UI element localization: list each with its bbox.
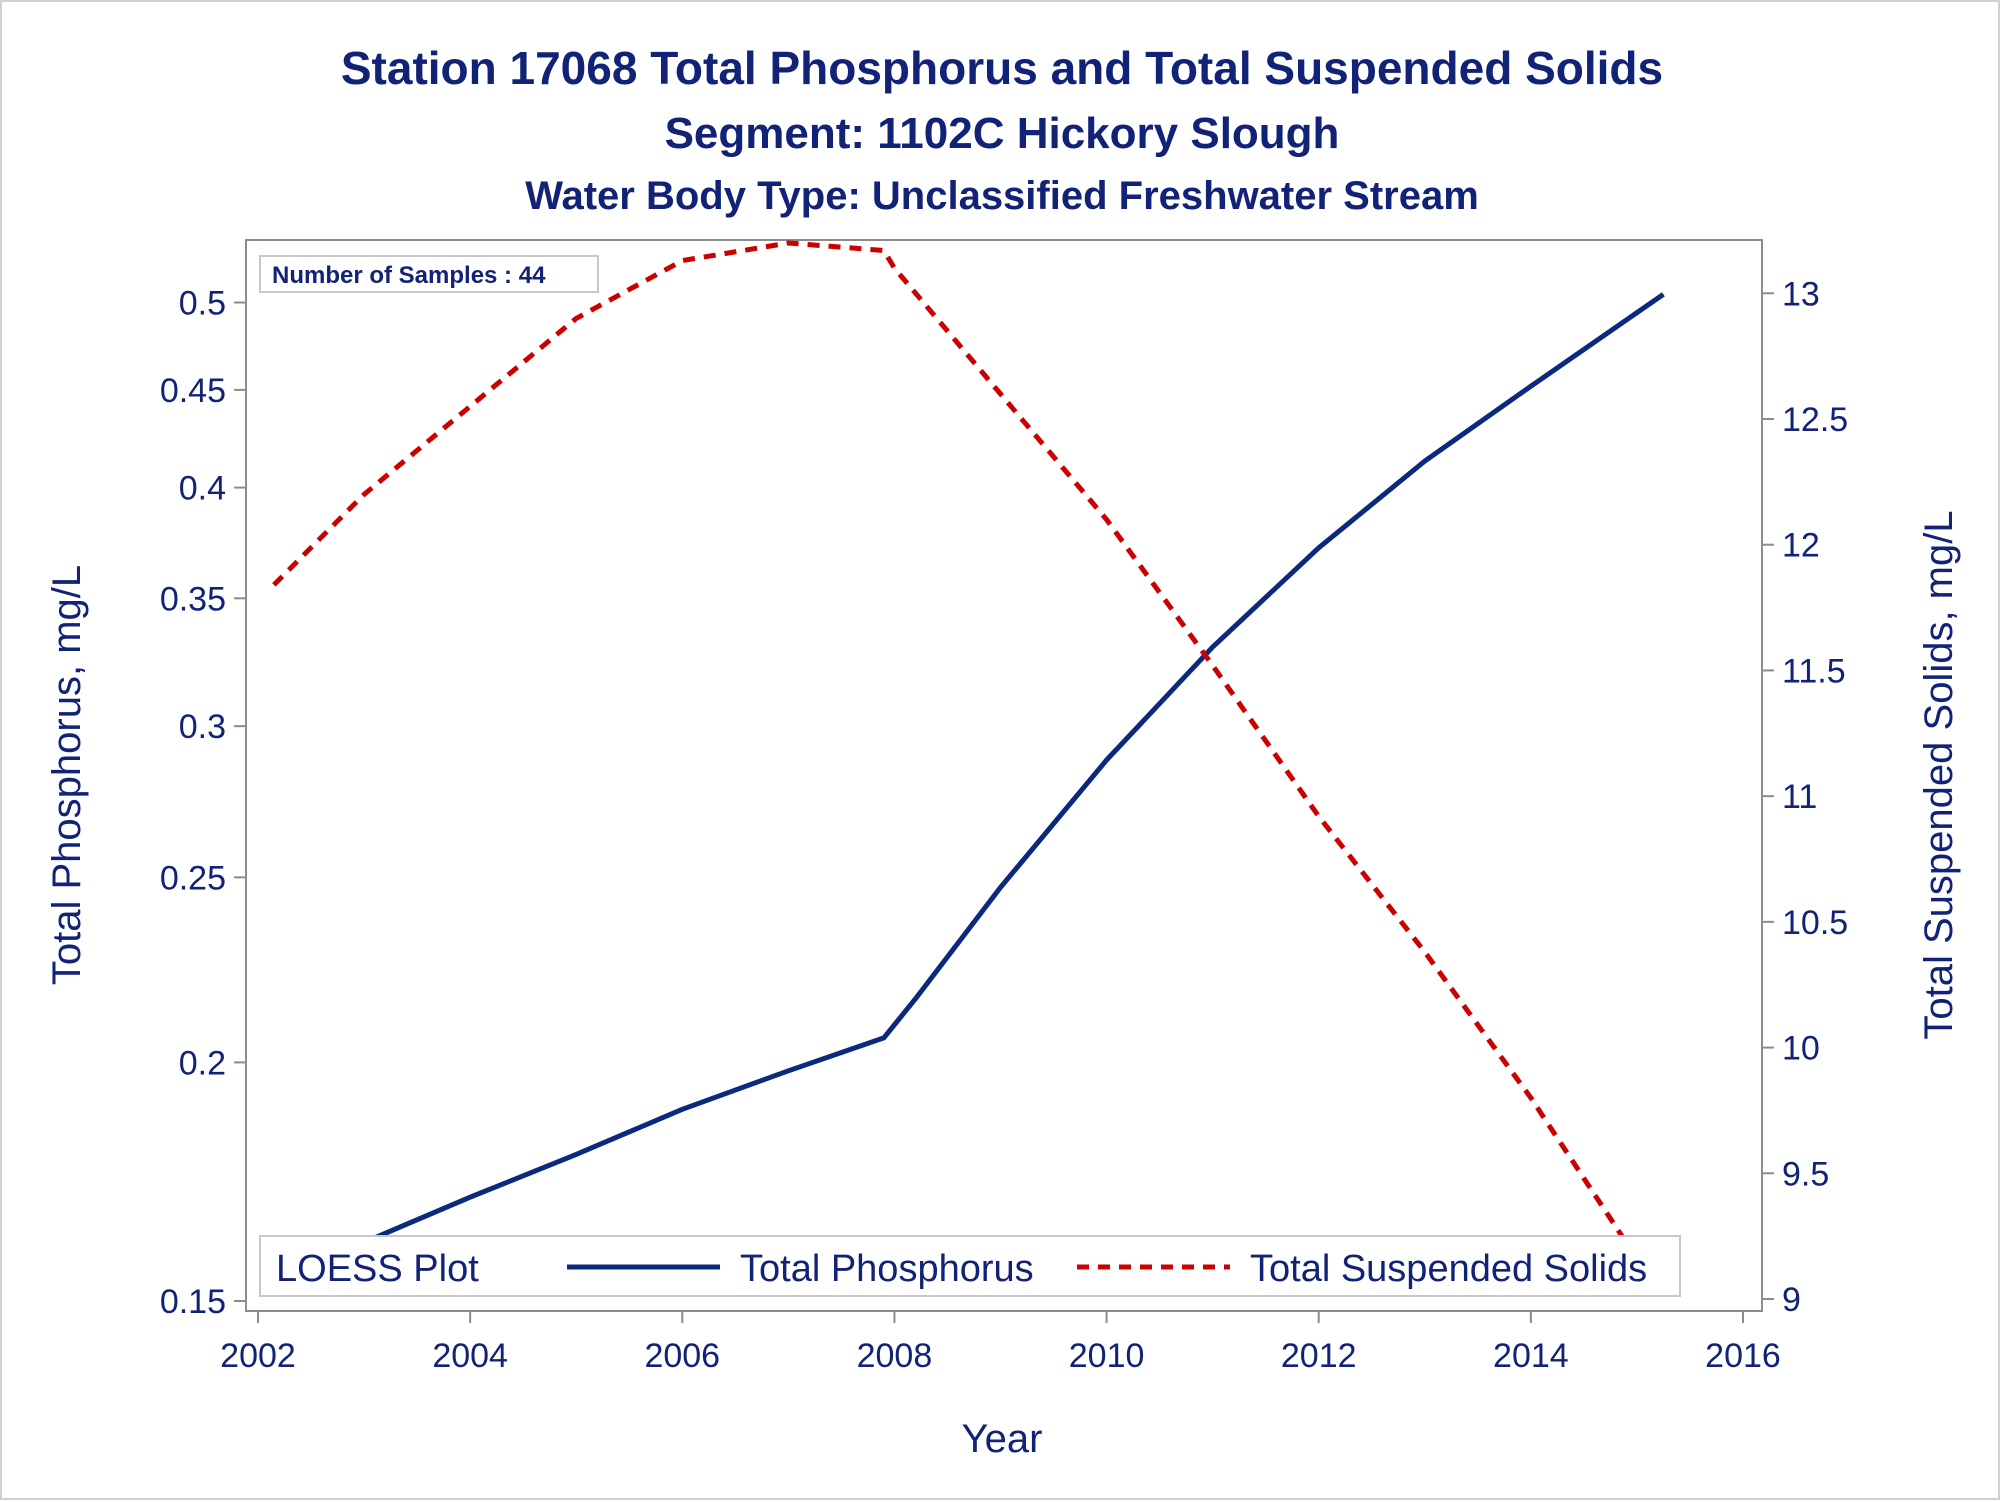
y-right-tick-label: 10 [1782,1030,1820,1068]
y-right-tick-label: 9.5 [1782,1155,1829,1193]
sample-count-note: Number of Samples : 44 [272,262,546,289]
x-tick-label: 2010 [1069,1337,1145,1375]
legend-entry-solids: Total Suspended Solids [1250,1248,1647,1290]
y-left-tick-label: 0.4 [179,470,226,508]
y-left-tick-label: 0.45 [160,372,226,410]
x-axis-ticks: 2002 2004 2006 2008 2010 2012 2014 2016 [220,1311,1781,1375]
y-axis-label-right: Total Suspended Solids, mg/L [1917,510,1961,1039]
y-left-tick-label: 0.35 [160,580,226,618]
plot-area [245,239,1763,1312]
y-left-tick-label: 0.15 [160,1283,226,1321]
y-right-tick-label: 12 [1782,527,1820,565]
y-axis-left-ticks: 0.15 0.2 0.25 0.3 0.35 0.4 0.45 0.5 [160,285,246,1321]
x-tick-label: 2014 [1493,1337,1569,1375]
x-tick-label: 2006 [644,1337,720,1375]
y-left-tick-label: 0.2 [179,1044,226,1082]
chart-title: Station 17068 Total Phosphorus and Total… [341,42,1663,94]
legend-entry-phosphorus: Total Phosphorus [740,1248,1034,1290]
y-right-tick-label: 13 [1782,275,1820,313]
x-tick-label: 2002 [220,1337,296,1375]
y-left-tick-label: 0.3 [179,708,226,746]
x-tick-label: 2012 [1281,1337,1357,1375]
series-lines [272,240,1666,1301]
legend-title: LOESS Plot [276,1248,479,1290]
x-axis-label: Year [962,1417,1043,1461]
x-tick-label: 2004 [432,1337,508,1375]
y-right-tick-label: 12.5 [1782,401,1848,439]
chart-subtitle: Segment: 1102C Hickory Slough [665,109,1340,158]
y-right-tick-label: 10.5 [1782,904,1848,942]
series-line-total-suspended-solids [272,240,1666,1301]
y-left-tick-label: 0.5 [179,285,226,323]
legend-box [259,1235,1681,1297]
x-tick-label: 2016 [1705,1337,1781,1375]
y-right-tick-label: 11 [1782,778,1817,816]
series-line-total-phosphorus [272,292,1665,1287]
y-right-tick-label: 11.5 [1782,652,1846,690]
legend: LOESS Plot Total Phosphorus Total Suspen… [259,1235,1681,1297]
y-left-tick-label: 0.25 [160,859,226,897]
chart-subtitle-2: Water Body Type: Unclassified Freshwater… [525,174,1479,218]
x-tick-label: 2008 [857,1337,933,1375]
sample-count-box [259,255,599,293]
y-axis-right-ticks: 9 9.5 10 10.5 11 11.5 12 12.5 13 [1762,275,1848,1319]
y-axis-label-left: Total Phosphorus, mg/L [45,565,89,985]
y-right-tick-label: 9 [1782,1281,1801,1319]
